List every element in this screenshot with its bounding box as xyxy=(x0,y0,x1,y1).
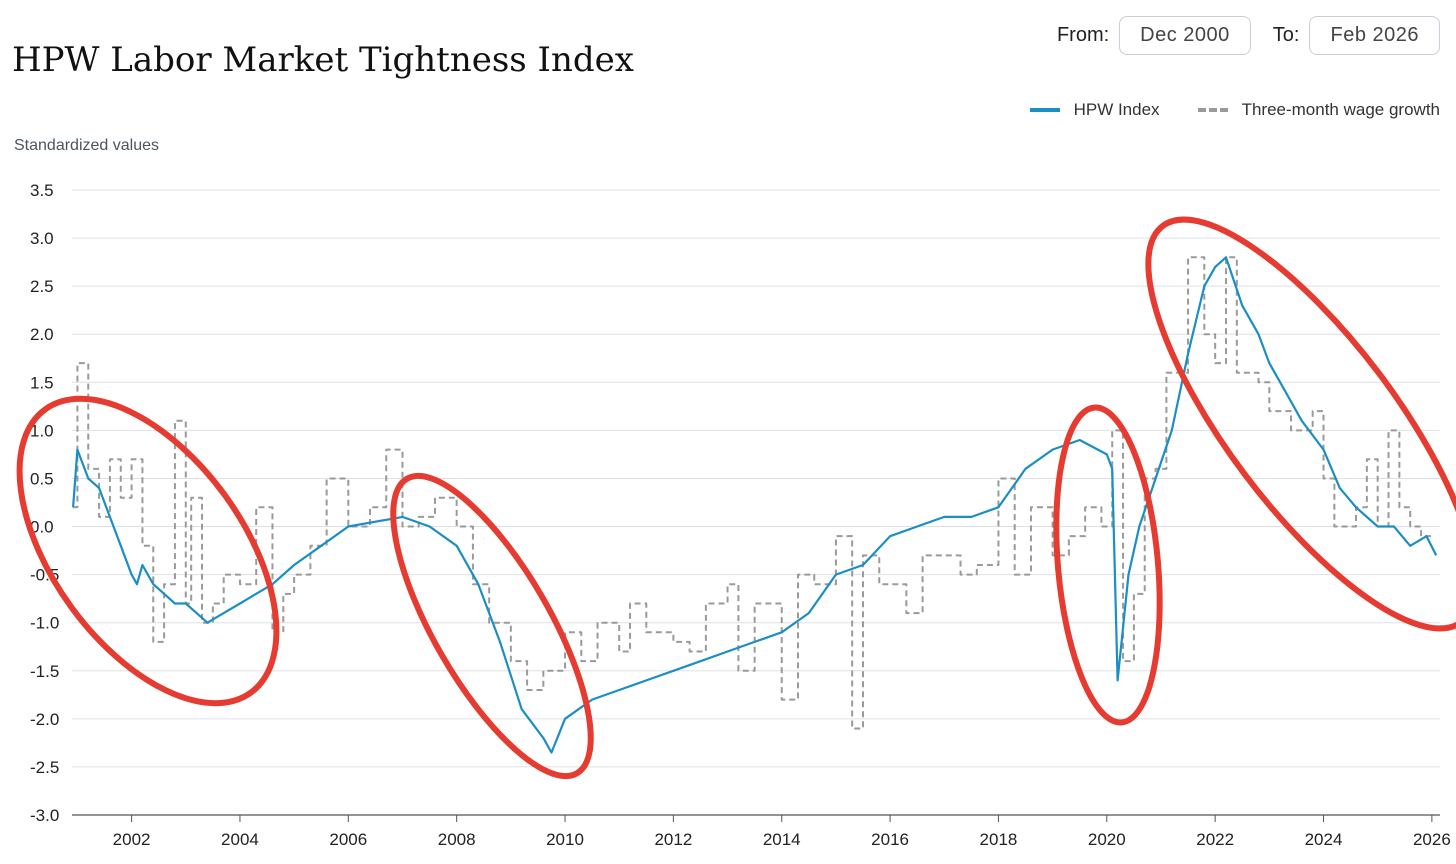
x-tick-label: 2002 xyxy=(113,830,151,849)
x-tick-label: 2018 xyxy=(980,830,1018,849)
x-tick-label: 2008 xyxy=(438,830,476,849)
highlight-ellipse xyxy=(390,472,594,780)
y-axis-ticks: 3.53.02.52.01.51.00.50.0-0.5-1.0-1.5-2.0… xyxy=(30,181,59,825)
solid-line-swatch-icon xyxy=(1029,108,1060,112)
hpw-index-line xyxy=(72,256,1438,754)
y-tick-label: -2.0 xyxy=(30,710,59,729)
x-tick-label: 2024 xyxy=(1305,830,1343,849)
highlight-ellipse xyxy=(1145,216,1456,632)
annotation-ellipses xyxy=(16,216,1456,780)
legend: HPW Index Three-month wage growth xyxy=(992,100,1440,120)
y-tick-label: -1.0 xyxy=(30,614,59,633)
y-tick-label: -2.5 xyxy=(30,758,59,777)
legend-label: Three-month wage growth xyxy=(1241,100,1440,119)
x-tick-label: 2012 xyxy=(654,830,692,849)
x-tick-label: 2010 xyxy=(546,830,584,849)
x-tick-label: 2016 xyxy=(871,830,909,849)
legend-label: HPW Index xyxy=(1073,100,1160,119)
to-date-input[interactable]: Feb 2026 xyxy=(1309,16,1440,55)
x-tick-label: 2004 xyxy=(221,830,259,849)
x-tick-label: 2022 xyxy=(1196,830,1234,849)
highlight-ellipse xyxy=(1053,404,1163,726)
y-tick-label: 1.0 xyxy=(30,421,54,440)
y-tick-label: -3.0 xyxy=(30,806,59,825)
y-tick-label: 2.0 xyxy=(30,325,54,344)
x-axis: 2002 2004 2006 2008 2010 2012 2014 2016 2018 2020… xyxy=(72,814,1451,849)
y-tick-label: 1.5 xyxy=(30,373,54,392)
y-tick-label: 0.5 xyxy=(30,469,54,488)
to-label: To: xyxy=(1272,24,1300,46)
y-tick-label: 3.5 xyxy=(30,181,54,200)
y-tick-label: 3.0 xyxy=(30,229,54,248)
y-tick-label: 2.5 xyxy=(30,277,54,296)
y-tick-label: 0.0 xyxy=(30,518,54,537)
gridlines xyxy=(72,189,1440,768)
dashed-line-swatch-icon xyxy=(1197,108,1228,112)
x-tick-label: 2014 xyxy=(763,830,801,849)
x-tick-label: 2026 xyxy=(1413,830,1451,849)
date-range-controls: From: Dec 2000 To: Feb 2026 xyxy=(1057,16,1440,55)
highlight-ellipse xyxy=(16,395,280,707)
from-label: From: xyxy=(1056,24,1110,46)
legend-item-hpw-index[interactable]: HPW Index xyxy=(1029,100,1160,120)
x-tick-label: 2020 xyxy=(1088,830,1126,849)
from-date-input[interactable]: Dec 2000 xyxy=(1119,16,1251,55)
chart-title: HPW Labor Market Tightness Index xyxy=(12,40,634,80)
y-axis-label: Standardized values xyxy=(14,137,159,154)
legend-item-wage-growth[interactable]: Three-month wage growth xyxy=(1197,100,1440,120)
x-tick-label: 2006 xyxy=(329,830,367,849)
y-tick-label: -1.5 xyxy=(30,662,59,681)
wage-growth-line xyxy=(73,256,1432,730)
series-lines xyxy=(72,256,1438,754)
